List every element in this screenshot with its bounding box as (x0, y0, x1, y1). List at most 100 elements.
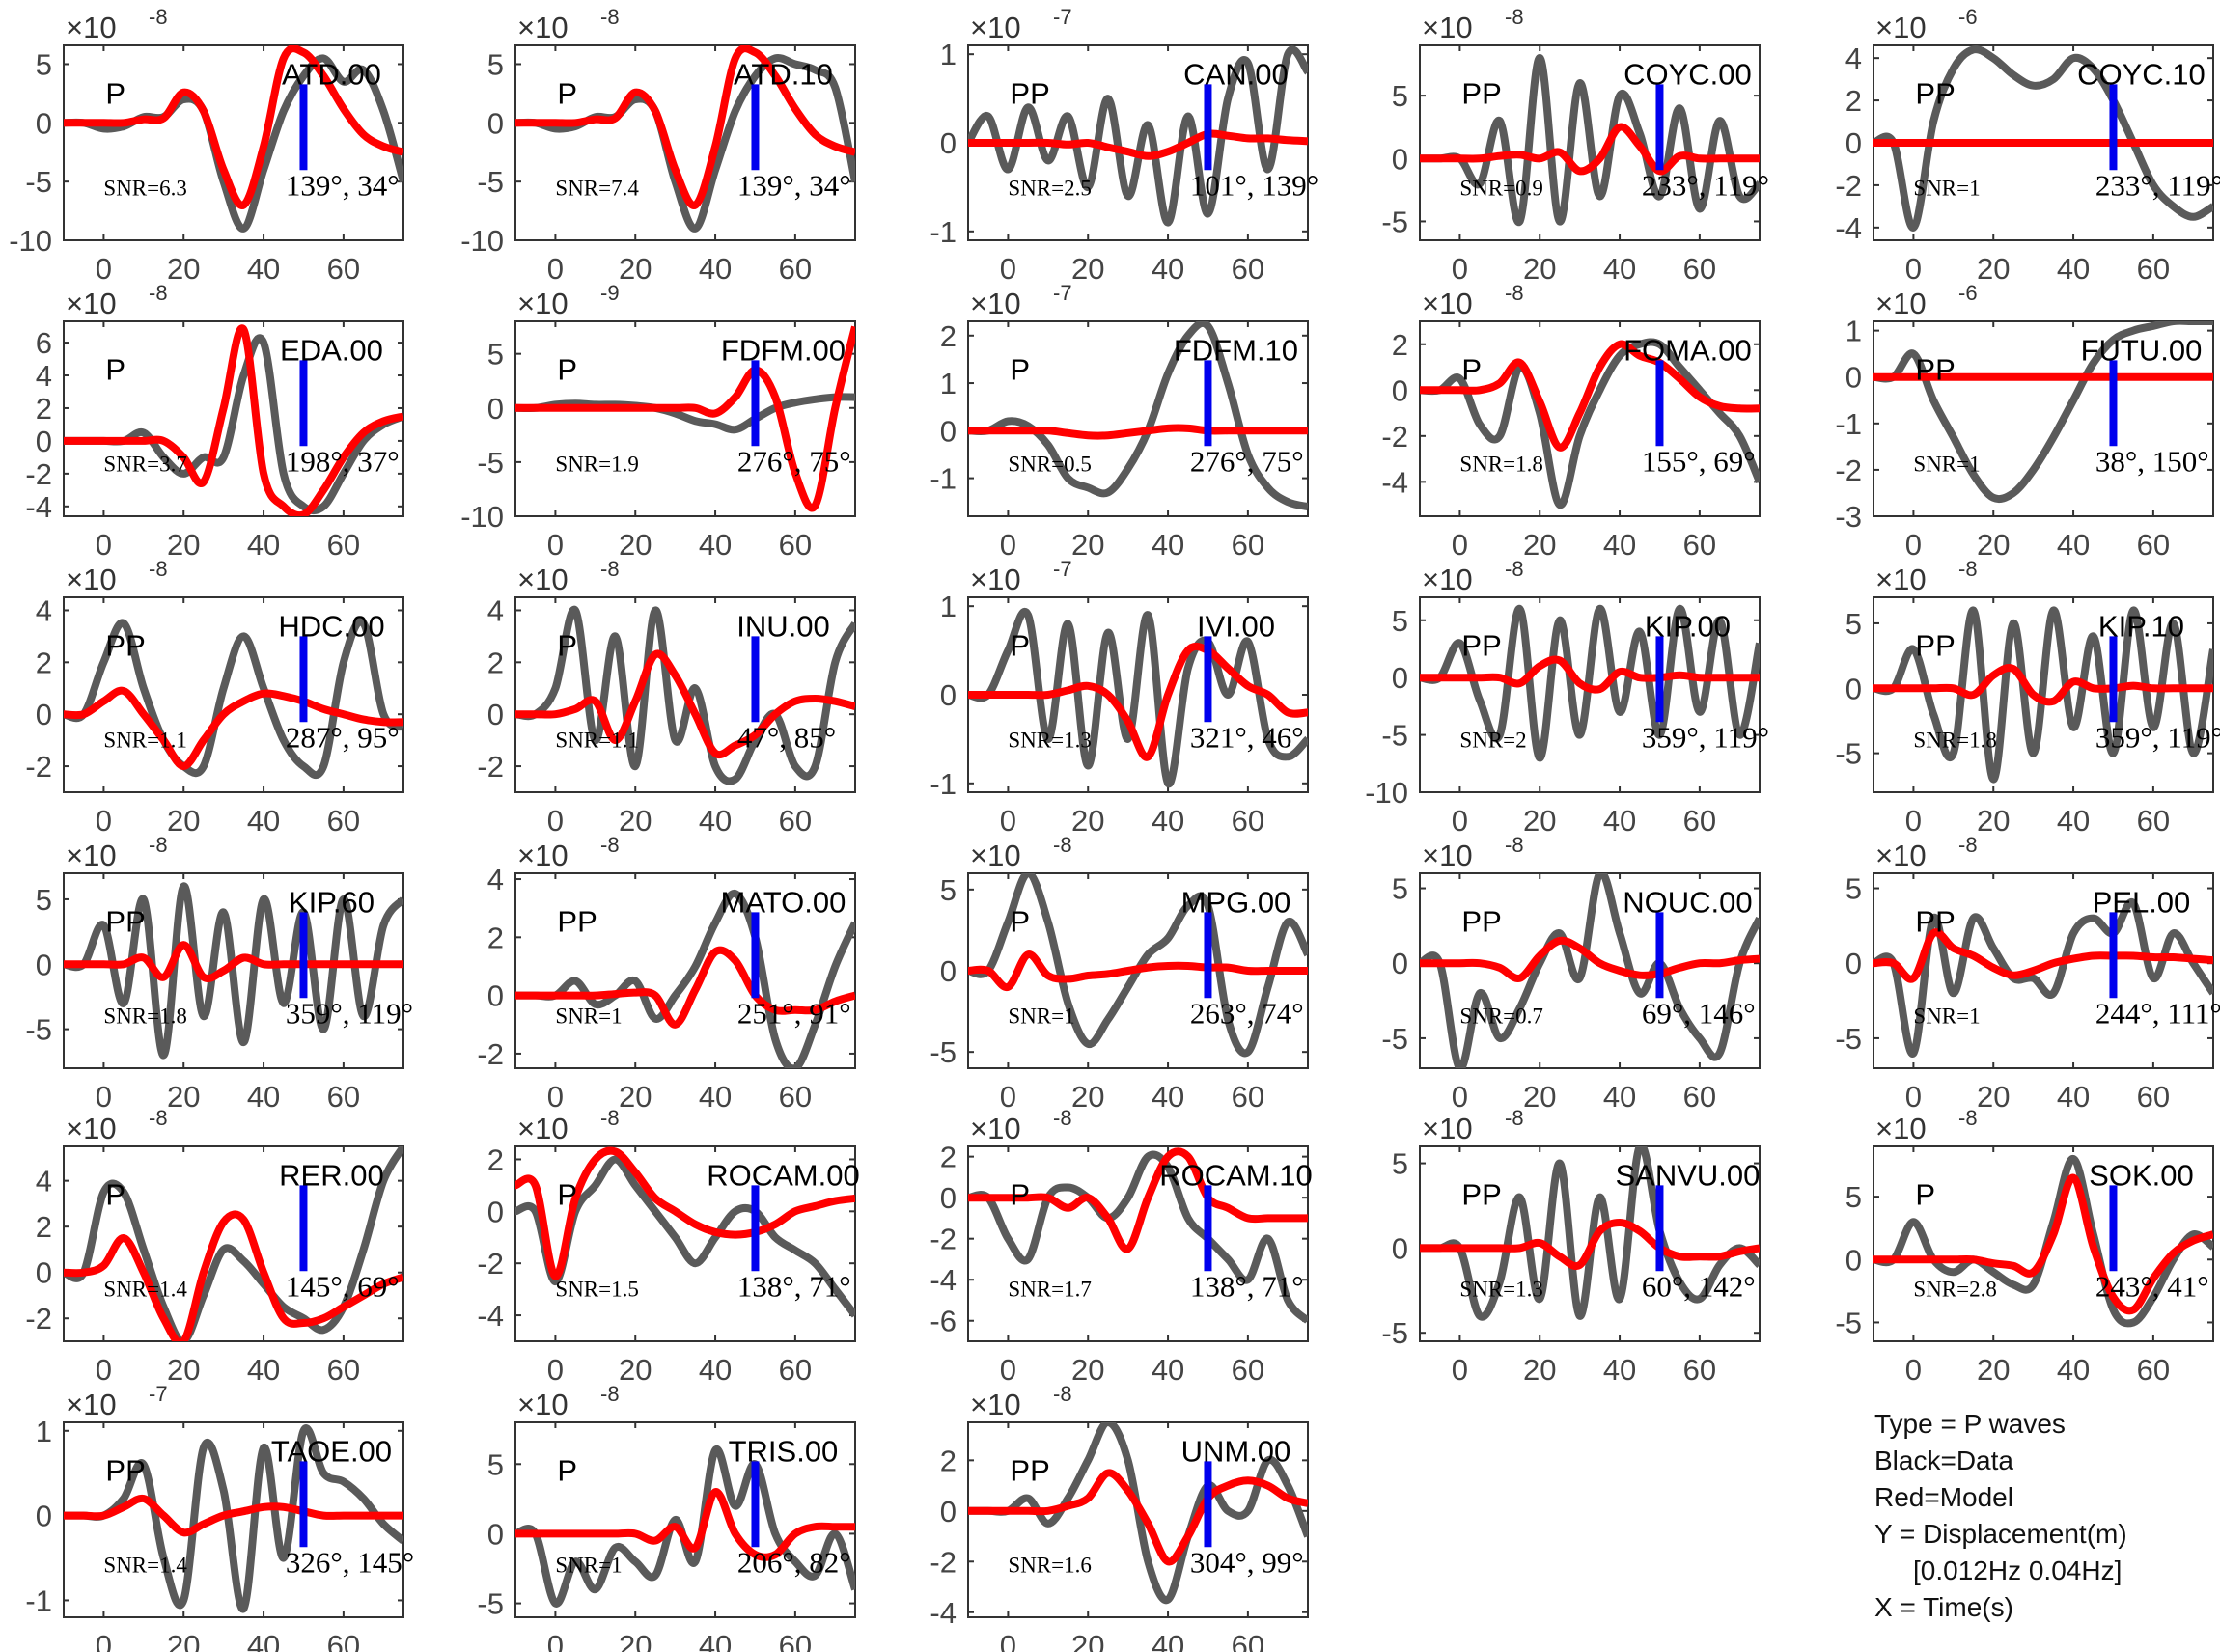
phase-label: P (557, 1178, 577, 1212)
x-tick-label: 40 (2057, 804, 2090, 838)
y-tick-label: 5 (487, 47, 504, 81)
y-tick-label: -5 (930, 1035, 957, 1069)
y-tick-label: 0 (1845, 1243, 1862, 1277)
station-label: ROCAM.10 (1159, 1158, 1312, 1192)
station-label: UNM.00 (1181, 1434, 1291, 1468)
y-exponent-power: -7 (149, 1382, 168, 1406)
y-exponent-label: ×10 (66, 839, 117, 872)
y-exponent-power: -9 (600, 281, 620, 305)
y-exponent-label: ×10 (970, 1112, 1021, 1145)
x-tick-label: 60 (1683, 804, 1716, 838)
y-exponent-label: ×10 (1422, 11, 1473, 44)
x-tick-label: 0 (1000, 804, 1016, 838)
x-tick-label: 60 (327, 1080, 360, 1114)
x-tick-label: 60 (2137, 804, 2170, 838)
station-label: MPG.00 (1181, 885, 1291, 919)
x-tick-label: 20 (619, 1080, 652, 1114)
traces (515, 325, 855, 512)
x-tick-label: 60 (327, 528, 360, 562)
x-tick-label: 20 (1071, 1629, 1104, 1652)
traces (1420, 1146, 1760, 1321)
x-tick-label: 40 (2057, 1353, 2090, 1387)
y-tick-label: 0 (36, 106, 52, 140)
x-tick-label: 20 (167, 252, 200, 286)
traces (515, 890, 855, 1068)
data-trace (968, 45, 1308, 227)
x-tick-label: 40 (1152, 1353, 1184, 1387)
y-tick-label: -2 (1835, 454, 1862, 487)
y-exponent-label: ×10 (1422, 1112, 1473, 1145)
traces (64, 1424, 403, 1613)
y-tick-label: -2 (25, 1302, 52, 1335)
y-tick-label: 1 (1845, 315, 1862, 348)
y-exponent-label: ×10 (66, 11, 117, 44)
station-label: KIP.00 (1645, 609, 1731, 643)
y-tick-label: 2 (487, 921, 504, 954)
x-tick-label: 0 (1452, 804, 1468, 838)
y-tick-label: 0 (36, 1256, 52, 1290)
snr-label: SNR=1 (555, 1554, 622, 1578)
x-tick-label: 20 (1523, 1353, 1556, 1387)
phase-label: PP (1915, 77, 1955, 111)
legend-type: Type = P waves (1874, 1409, 2066, 1439)
model-trace (64, 1494, 403, 1537)
azimuth-angle-label: 359°, 119° (1642, 721, 1769, 755)
azimuth-angle-label: 276°, 75° (1190, 445, 1304, 479)
y-exponent-label: ×10 (1422, 287, 1473, 320)
y-tick-label: -4 (1381, 465, 1408, 499)
x-tick-label: 20 (1071, 252, 1104, 286)
y-exponent-power: -8 (1053, 1382, 1072, 1406)
azimuth-angle-label: 251°, 91° (737, 997, 851, 1031)
x-tick-label: 40 (1603, 804, 1636, 838)
azimuth-angle-label: 359°, 119° (286, 997, 413, 1031)
y-exponent-power: -8 (149, 5, 168, 29)
x-tick-label: 20 (619, 1629, 652, 1652)
y-tick-label: 5 (1392, 872, 1408, 906)
y-tick-label: 0 (940, 1181, 957, 1215)
x-tick-label: 20 (167, 1353, 200, 1387)
y-tick-label: -4 (930, 1596, 957, 1630)
station-label: ROCAM.00 (707, 1158, 859, 1192)
y-tick-label: 0 (487, 979, 504, 1013)
y-exponent-power: -8 (1958, 833, 1978, 857)
snr-label: SNR=1.8 (1459, 453, 1542, 477)
y-exponent-power: -8 (149, 557, 168, 581)
y-tick-label: 0 (487, 1195, 504, 1228)
x-tick-label: 60 (779, 1629, 812, 1652)
phase-label: PP (1010, 77, 1049, 111)
phase-label: PP (1461, 77, 1501, 111)
x-tick-label: 40 (1603, 1080, 1636, 1114)
y-tick-label: -1 (25, 1583, 52, 1617)
traces (1873, 321, 2213, 504)
phase-label: PP (1461, 1178, 1501, 1212)
azimuth-angle-label: 38°, 150° (2095, 445, 2209, 479)
data-trace (1873, 45, 2213, 232)
y-tick-label: 0 (940, 414, 957, 448)
snr-label: SNR=1.4 (103, 1278, 187, 1302)
y-tick-label: -10 (1365, 776, 1408, 810)
x-tick-label: 0 (96, 804, 112, 838)
x-tick-label: 0 (1905, 252, 1922, 286)
y-tick-label: 2 (940, 319, 957, 353)
x-tick-label: 60 (327, 1353, 360, 1387)
y-exponent-power: -6 (1958, 5, 1978, 29)
y-tick-label: 2 (487, 646, 504, 679)
x-tick-label: 60 (779, 804, 812, 838)
x-tick-label: 0 (96, 528, 112, 562)
model-trace (64, 45, 403, 209)
panel-pel-00: 0 20 40 60 5 0 -5 ×10 -8 PP PEL.00 SNR=1 244°, 111° (1835, 833, 2220, 1114)
x-tick-label: 40 (699, 1080, 732, 1114)
y-exponent-power: -8 (1053, 833, 1072, 857)
model-trace (64, 941, 403, 983)
y-tick-label: 0 (36, 948, 52, 981)
traces (515, 605, 855, 785)
azimuth-angle-label: 101°, 139° (1190, 169, 1318, 203)
x-tick-label: 0 (1905, 1080, 1922, 1114)
x-tick-label: 20 (1071, 1080, 1104, 1114)
traces (64, 1146, 403, 1341)
x-tick-label: 0 (1000, 252, 1016, 286)
snr-label: SNR=1 (1008, 1005, 1074, 1029)
traces (968, 1147, 1308, 1324)
y-tick-label: -1 (930, 767, 957, 801)
